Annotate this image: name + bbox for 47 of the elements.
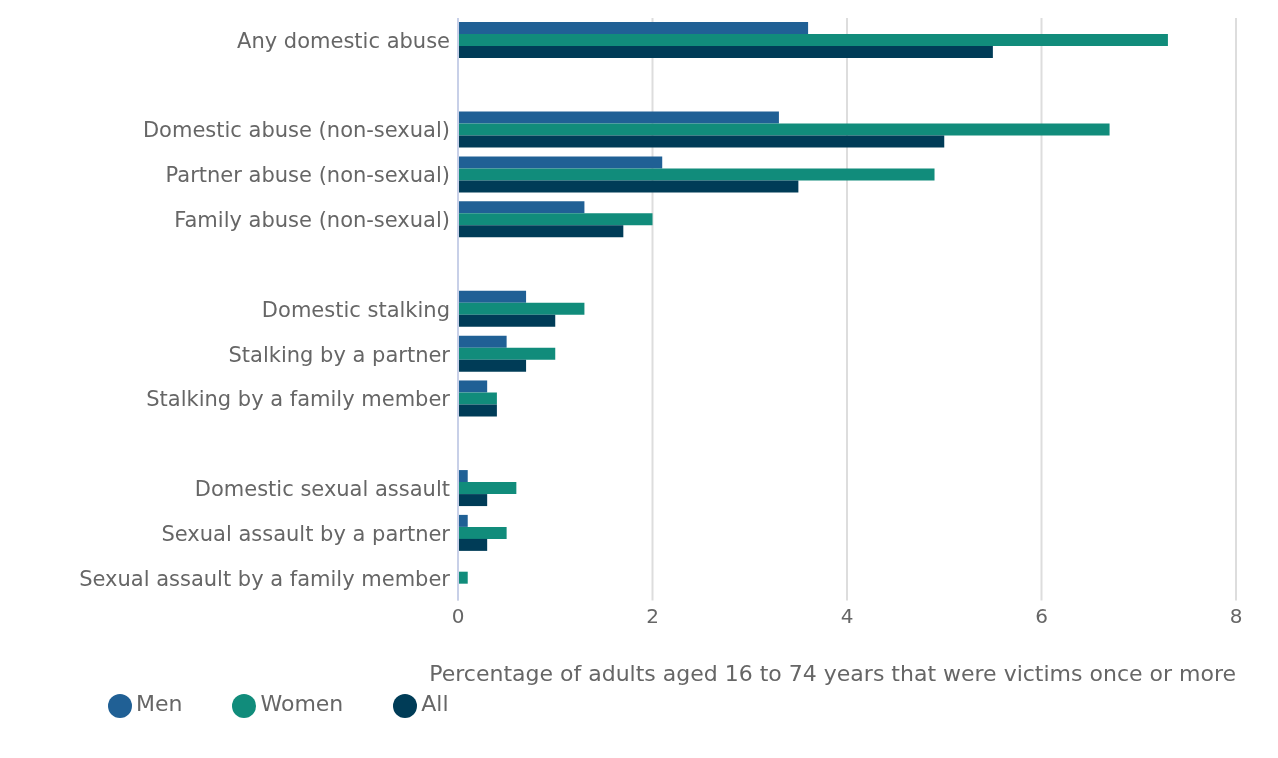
y-tick-label: Any domestic abuse	[237, 28, 450, 53]
legend-label: Women	[260, 690, 344, 716]
x-axis-title: Percentage of adults aged 16 to 74 years that were victims once or more	[429, 660, 1236, 686]
bar	[458, 482, 517, 495]
y-tick-label: Sexual assault by a family member	[79, 566, 451, 591]
x-tick-label: 8	[1229, 603, 1243, 628]
bar	[458, 335, 507, 348]
legend-label: Men	[136, 690, 183, 716]
bar	[458, 123, 1110, 136]
bar	[458, 392, 497, 405]
x-tick-label: 2	[646, 603, 659, 628]
bar	[458, 156, 663, 169]
y-tick-label: Stalking by a partner	[228, 342, 451, 367]
y-tick-label: Family abuse (non-sexual)	[174, 208, 450, 233]
bar	[458, 526, 507, 539]
y-tick-label: Sexual assault by a partner	[161, 521, 451, 546]
bar	[458, 111, 779, 124]
bar	[458, 538, 488, 551]
bar	[458, 302, 585, 315]
x-tick-label: 6	[1035, 603, 1048, 628]
bar	[458, 201, 585, 214]
y-tick-label: Domestic sexual assault	[194, 476, 450, 501]
y-tick-label: Partner abuse (non-sexual)	[165, 163, 450, 188]
bar	[458, 494, 488, 507]
bar	[458, 514, 468, 527]
bar	[458, 470, 468, 483]
bar	[458, 290, 527, 303]
bar	[458, 347, 556, 360]
bar	[458, 359, 527, 372]
bar	[458, 404, 497, 417]
y-tick-label: Domestic abuse (non-sexual)	[142, 118, 450, 143]
y-tick-label: Stalking by a family member	[146, 387, 451, 412]
bar	[458, 34, 1168, 46]
bar	[458, 168, 935, 181]
bar	[458, 213, 653, 226]
bar	[458, 380, 488, 393]
bar	[458, 314, 556, 327]
legend-label: All	[421, 690, 449, 716]
bar	[458, 46, 993, 58]
bar	[458, 135, 945, 148]
bar	[458, 225, 624, 238]
x-tick-label: 4	[840, 603, 854, 628]
x-tick-label: 0	[451, 603, 465, 628]
bar	[458, 571, 468, 584]
y-tick-label: Domestic stalking	[261, 297, 450, 322]
bar	[458, 180, 799, 193]
bar	[458, 22, 809, 34]
